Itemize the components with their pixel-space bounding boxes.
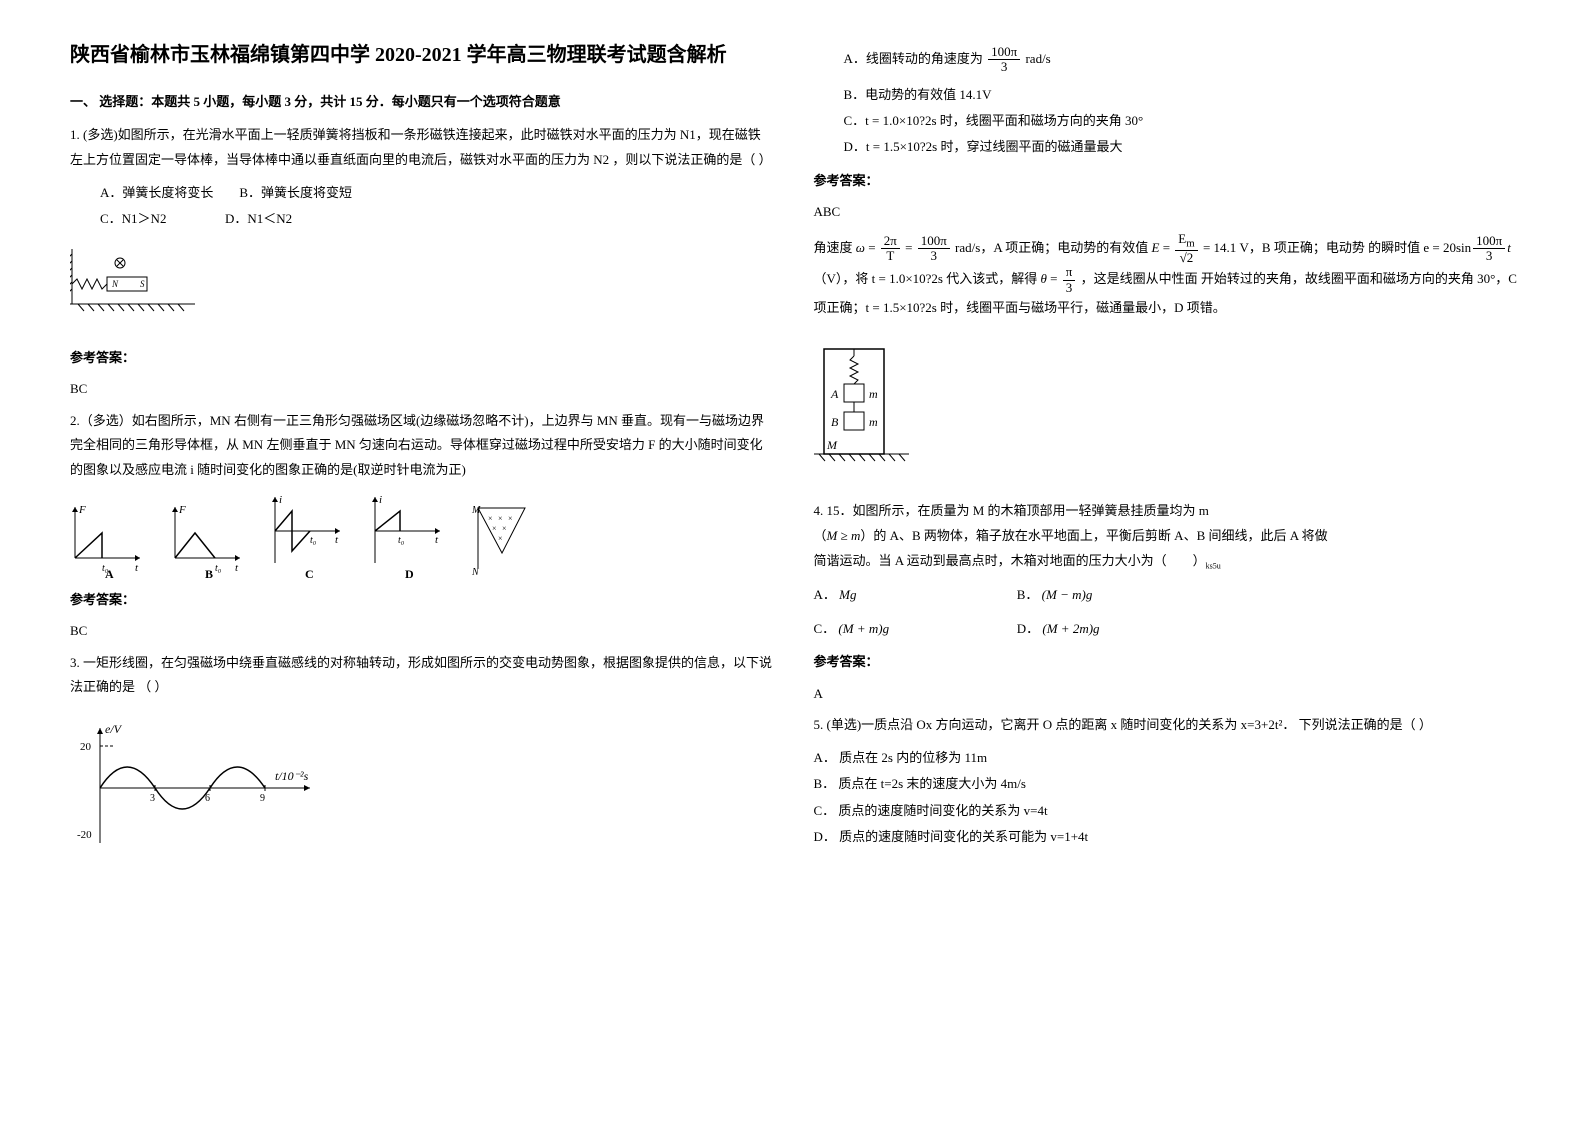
q3-answer-label: 参考答案： [814, 169, 1518, 192]
q4-options: A． Mg B． (M − m)g C． (M + m)g D． (M + 2m… [814, 583, 1518, 640]
q3-opt-c: C．t = 1.0×10?2s 时，线圈平面和磁场方向的夹角 30° [844, 109, 1518, 132]
question-4: 4. 15．如图所示，在质量为 M 的木箱顶部用一轻弹簧悬挂质量均为 m （M … [814, 499, 1518, 573]
q4-answer: A [814, 682, 1518, 705]
svg-text:20: 20 [80, 741, 92, 753]
q5-opt-c: C． 质点的速度随时间变化的关系为 v=4t [814, 799, 1518, 822]
svg-text:t: t [135, 562, 139, 574]
svg-text:t: t [335, 534, 339, 546]
svg-text:m: m [869, 415, 878, 429]
q1-opt-c: C．N1＞N2 [100, 211, 166, 226]
question-5: 5. (单选)一质点沿 Ox 方向运动，它离开 O 点的距离 x 随时间变化的关… [814, 713, 1518, 738]
q3-opt-a-prefix: A．线圈转动的角速度为 [844, 51, 987, 66]
svg-text:B: B [831, 415, 839, 429]
svg-text:t₀: t₀ [215, 563, 222, 574]
document-title: 陕西省榆林市玉林福绵镇第四中学 2020-2021 学年高三物理联考试题含解析 [70, 40, 774, 70]
q3-diagram: e/V t/10⁻²s 20 -20 3 6 9 [70, 718, 330, 858]
svg-text:t: t [435, 534, 439, 546]
svg-text:e/V: e/V [105, 722, 123, 736]
svg-text:m: m [869, 387, 878, 401]
svg-text:3: 3 [150, 793, 155, 804]
q3-explanation: 角速度 ω = 2πT = 100π3 rad/s，A 项正确；电动势的有效值 … [814, 232, 1518, 321]
right-column: A．线圈转动的角速度为 100π3 rad/s B．电动势的有效值 14.1V … [794, 40, 1538, 1082]
svg-text:×: × [502, 524, 507, 533]
svg-text:C: C [305, 567, 314, 578]
q5-opt-a: A． 质点在 2s 内的位移为 11m [814, 746, 1518, 769]
svg-text:t: t [235, 562, 239, 574]
q4-answer-label: 参考答案： [814, 650, 1518, 673]
svg-text:×: × [488, 514, 493, 523]
svg-text:t₀: t₀ [310, 535, 317, 546]
q4-diagram: A m B m M [814, 344, 914, 474]
q1-answer: BC [70, 377, 774, 400]
svg-text:-20: -20 [77, 829, 92, 841]
q1-answer-label: 参考答案： [70, 346, 774, 369]
svg-text:N: N [471, 567, 480, 578]
svg-text:×: × [498, 514, 503, 523]
svg-text:i: i [279, 494, 282, 506]
svg-text:×: × [498, 534, 503, 543]
svg-text:N: N [111, 279, 119, 289]
svg-text:t₀: t₀ [398, 535, 405, 546]
svg-text:×: × [508, 514, 513, 523]
question-1: 1. (多选)如图所示，在光滑水平面上一轻质弹簧将挡板和一条形磁铁连接起来，此时… [70, 123, 774, 172]
left-column: 陕西省榆林市玉林福绵镇第四中学 2020-2021 学年高三物理联考试题含解析 … [50, 40, 794, 1082]
svg-text:A: A [830, 387, 839, 401]
svg-text:F: F [78, 504, 86, 516]
q3-opt-b: B．电动势的有效值 14.1V [844, 83, 1518, 106]
svg-text:D: D [405, 567, 414, 578]
q2-diagrams: F t t₀ A F t t₀ B i t t₀ C [70, 493, 774, 578]
svg-text:B: B [205, 567, 213, 578]
svg-text:S: S [140, 279, 145, 289]
q2-answer-label: 参考答案： [70, 588, 774, 611]
q3-opt-d: D．t = 1.5×10?2s 时，穿过线圈平面的磁通量最大 [844, 135, 1518, 158]
q3-opt-a-suffix: rad/s [1022, 51, 1051, 66]
q1-opt-a: A．弹簧长度将变长 [100, 185, 213, 200]
question-2: 2.（多选）如右图所示，MN 右侧有一正三角形匀强磁场区域(边缘磁场忽略不计)，… [70, 409, 774, 483]
q1-opt-b: B．弹簧长度将变短 [239, 185, 352, 200]
svg-text:i: i [379, 494, 382, 506]
svg-text:F: F [178, 504, 186, 516]
q3-answer: ABC [814, 200, 1518, 223]
svg-text:A: A [105, 567, 114, 578]
q1-opt-d: D．N1＜N2 [225, 211, 292, 226]
svg-text:×: × [492, 524, 497, 533]
svg-text:M: M [826, 438, 838, 452]
q1-options: A．弹簧长度将变长 B．弹簧长度将变短 C．N1＞N2 D．N1＜N2 [100, 181, 774, 231]
section-header: 一、 选择题：本题共 5 小题，每小题 3 分，共计 15 分．每小题只有一个选… [70, 90, 774, 113]
q5-opt-d: D． 质点的速度随时间变化的关系可能为 v=1+4t [814, 825, 1518, 848]
question-3: 3. 一矩形线圈，在匀强磁场中绕垂直磁感线的对称轴转动，形成如图所示的交变电动势… [70, 651, 774, 700]
svg-text:9: 9 [260, 793, 265, 804]
q5-opt-b: B． 质点在 t=2s 末的速度大小为 4m/s [814, 772, 1518, 795]
q1-diagram: N S [70, 249, 200, 319]
q3-options: A．线圈转动的角速度为 100π3 rad/s B．电动势的有效值 14.1V … [844, 45, 1518, 159]
q2-answer: BC [70, 619, 774, 642]
q5-options: A． 质点在 2s 内的位移为 11m B． 质点在 t=2s 末的速度大小为 … [814, 746, 1518, 849]
svg-text:t/10⁻²s: t/10⁻²s [275, 769, 309, 783]
